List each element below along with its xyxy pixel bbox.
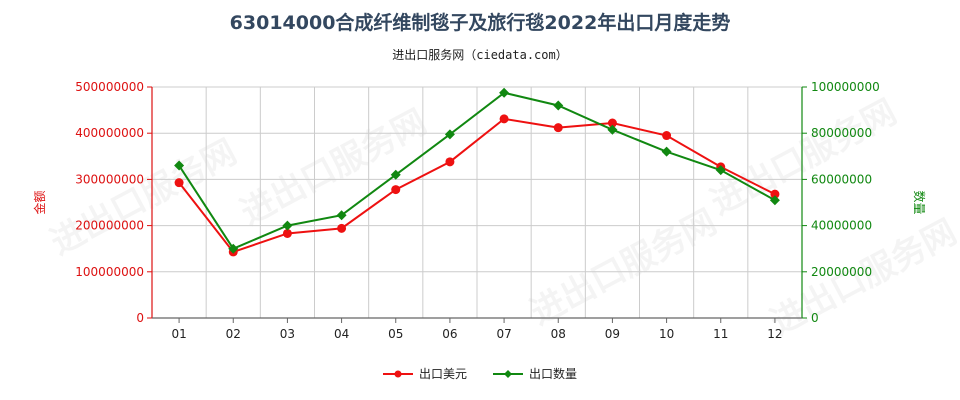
legend-marker-qty <box>493 369 523 378</box>
x-tick-label: 11 <box>713 327 728 341</box>
x-tick-label: 06 <box>442 327 457 341</box>
x-tick-label: 04 <box>334 327 349 341</box>
data-point-0 <box>337 223 347 233</box>
right-tick-label: 20000000 <box>811 265 872 279</box>
data-point-0 <box>445 157 455 167</box>
data-point-1 <box>499 87 510 98</box>
legend-label-qty: 出口数量 <box>529 367 578 381</box>
x-tick-label: 09 <box>605 327 620 341</box>
data-point-1 <box>390 169 401 180</box>
left-tick-label: 200000000 <box>75 219 144 233</box>
legend-label-usd: 出口美元 <box>418 367 467 381</box>
data-point-0 <box>662 131 672 141</box>
data-point-0 <box>607 118 617 128</box>
legend-item-usd[interactable]: 出口美元 <box>382 365 467 382</box>
x-tick-label: 07 <box>496 327 511 341</box>
data-point-0 <box>770 189 780 199</box>
series-line-1 <box>178 91 776 250</box>
data-point-1 <box>769 195 780 206</box>
right-tick-label: 100000000 <box>811 80 880 94</box>
chart-title: 63014000合成纤维制毯子及旅行毯2022年出口月度走势 <box>229 12 731 34</box>
right-tick-label: 0 <box>811 311 819 325</box>
left-tick-label: 300000000 <box>75 172 144 186</box>
data-point-0 <box>553 123 563 133</box>
right-tick-label: 60000000 <box>811 172 872 186</box>
legend-marker-usd <box>382 370 413 377</box>
right-tick-label: 80000000 <box>811 126 872 140</box>
series-line-0 <box>178 117 776 254</box>
data-point-1 <box>661 146 672 157</box>
data-point-1 <box>444 129 455 140</box>
data-point-1 <box>607 124 618 135</box>
data-point-0 <box>282 228 292 238</box>
left-tick-label: 100000000 <box>75 265 144 279</box>
data-point-1 <box>174 160 185 171</box>
left-tick-label: 500000000 <box>75 80 144 94</box>
x-tick-label: 12 <box>767 327 782 341</box>
x-tick-label: 02 <box>226 327 241 341</box>
data-point-1 <box>336 210 347 221</box>
right-tick-label: 40000000 <box>811 219 872 233</box>
left-tick-label: 400000000 <box>75 126 144 140</box>
data-point-1 <box>715 165 726 176</box>
data-point-0 <box>499 114 509 124</box>
x-tick-label: 03 <box>280 327 295 341</box>
data-point-0 <box>174 178 184 188</box>
chart-subtitle: 进出口服务网（ciedata.com） <box>392 48 568 62</box>
left-axis-title: 金额 <box>32 190 47 214</box>
x-tick-label: 05 <box>388 327 403 341</box>
right-axis-title: 数量 <box>912 190 927 214</box>
data-point-1 <box>228 243 239 254</box>
data-point-1 <box>282 220 293 231</box>
x-tick-label: 08 <box>551 327 566 341</box>
data-point-1 <box>553 100 564 111</box>
legend: 出口美元 出口数量 <box>0 365 960 382</box>
legend-item-qty[interactable]: 出口数量 <box>493 365 577 382</box>
x-tick-label: 10 <box>659 327 674 341</box>
data-point-0 <box>391 185 401 195</box>
left-tick-label: 0 <box>136 311 144 325</box>
x-tick-label: 01 <box>171 327 186 341</box>
